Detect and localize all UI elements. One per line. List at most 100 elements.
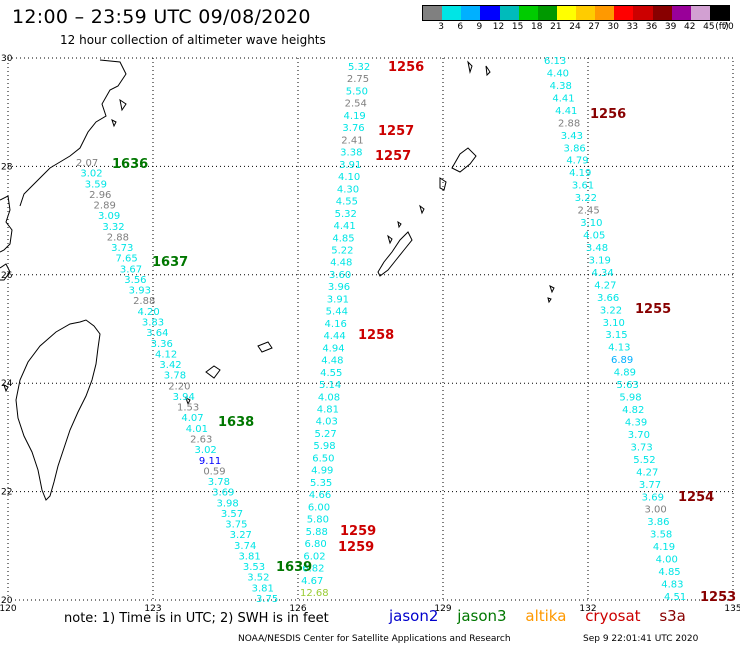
coastline-japan-islets bbox=[111, 98, 127, 128]
track-c-time-label: 1636 bbox=[112, 157, 148, 172]
track-c-value: 3.36 bbox=[151, 339, 173, 350]
colorbar-label: 30 bbox=[607, 22, 619, 32]
track-c-value: 3.57 bbox=[221, 509, 243, 520]
coastline-sakishima bbox=[185, 341, 273, 406]
colorbar-swatch bbox=[690, 6, 710, 20]
track-a-value: 4.41 bbox=[555, 106, 577, 117]
coastline-china-south bbox=[0, 263, 11, 281]
track-a-value: 4.38 bbox=[550, 81, 572, 92]
track-c-value: 4.01 bbox=[186, 424, 208, 435]
track-values: 6.134.404.384.414.412.883.433.864.794.19… bbox=[76, 56, 686, 605]
lat-label: 24 bbox=[1, 379, 13, 389]
track-c-value: 3.94 bbox=[173, 392, 195, 403]
coastline-china bbox=[0, 195, 13, 253]
track-b-time-label: 1257 bbox=[378, 124, 414, 139]
track-b-value: 5.50 bbox=[346, 86, 368, 97]
track-b-value: 5.88 bbox=[306, 527, 328, 538]
track-b-value: 2.75 bbox=[347, 74, 369, 85]
track-c-value: 9.11 bbox=[199, 456, 221, 467]
track-b-value: 5.98 bbox=[313, 441, 335, 452]
track-b-value: 12.68 bbox=[300, 588, 329, 599]
track-b-value: 4.41 bbox=[333, 221, 355, 232]
track-c-value: 3.81 bbox=[238, 551, 260, 562]
track-b-value: 4.55 bbox=[336, 197, 358, 208]
colorbar bbox=[422, 5, 730, 21]
track-a-value: 4.82 bbox=[622, 405, 644, 416]
colorbar-swatch bbox=[518, 6, 538, 20]
track-b-value: 5.35 bbox=[310, 478, 332, 489]
track-a-value: 3.10 bbox=[580, 218, 602, 229]
legend-cryosat: cryosat bbox=[585, 607, 641, 625]
track-a-value: 3.73 bbox=[631, 442, 653, 453]
lat-label: 28 bbox=[1, 162, 13, 172]
track-b-value: 5.44 bbox=[326, 307, 348, 318]
track-a-value: 3.86 bbox=[564, 143, 586, 154]
track-a-value: 3.70 bbox=[628, 430, 650, 441]
track-c-value: 2.96 bbox=[89, 190, 111, 201]
track-c-value: 3.78 bbox=[208, 477, 230, 488]
track-c-value: 2.07 bbox=[76, 158, 98, 169]
satellite-legend: jason2 jason3 altika cryosat s3a bbox=[389, 607, 700, 625]
track-b-value: 5.80 bbox=[307, 515, 329, 526]
track-a-value: 4.89 bbox=[614, 368, 636, 379]
track-b-value: 4.81 bbox=[317, 405, 339, 416]
track-a-value: 3.19 bbox=[589, 255, 611, 266]
coastline-penghu bbox=[3, 384, 9, 393]
track-c-value: 3.81 bbox=[252, 583, 274, 594]
track-b-value: 3.91 bbox=[339, 160, 361, 171]
track-a-value: 4.05 bbox=[583, 231, 605, 242]
track-c-time-label: 1637 bbox=[152, 255, 188, 270]
track-b-time-label: 1259 bbox=[338, 540, 374, 555]
track-b-value: 2.41 bbox=[341, 135, 363, 146]
legend-jason2: jason2 bbox=[389, 607, 439, 625]
colorbar-label: 45 bbox=[703, 22, 715, 32]
track-a-time-label: 1253 bbox=[700, 590, 736, 605]
coastline-tanega bbox=[439, 60, 491, 191]
colorbar-label: 18 bbox=[531, 22, 543, 32]
track-a-value: 4.51 bbox=[664, 592, 686, 603]
track-c-value: 4.20 bbox=[137, 307, 159, 318]
track-b-value: 4.48 bbox=[321, 356, 343, 367]
track-b-value: 4.67 bbox=[301, 576, 323, 587]
track-a-value: 3.15 bbox=[605, 330, 627, 341]
track-a-value: 3.86 bbox=[647, 517, 669, 528]
colorbar-label: 36 bbox=[645, 22, 658, 32]
colorbar-label: 21 bbox=[550, 22, 562, 32]
coastline-okinawa bbox=[377, 231, 413, 277]
colorbar-label: 39 bbox=[664, 22, 677, 32]
track-a-value: 3.00 bbox=[644, 505, 666, 516]
footer: NOAA/NESDIS Center for Satellite Applica… bbox=[238, 634, 698, 644]
track-a-value: 3.69 bbox=[642, 492, 664, 503]
track-b-value: 3.96 bbox=[328, 282, 350, 293]
track-c-time-label: 1638 bbox=[218, 415, 254, 430]
track-a-value: 4.79 bbox=[566, 156, 588, 167]
colorbar-label: 33 bbox=[626, 22, 639, 32]
track-c-value: 3.98 bbox=[216, 498, 238, 509]
track-a-value: 4.19 bbox=[653, 542, 675, 553]
track-a-value: 5.52 bbox=[633, 455, 655, 466]
track-c-value: 4.12 bbox=[155, 349, 177, 360]
lon-label: 135 bbox=[724, 604, 740, 614]
colorbar-label: 24 bbox=[569, 22, 581, 32]
colorbar-label: 6 bbox=[457, 22, 464, 32]
track-b-value: 4.48 bbox=[330, 258, 352, 269]
track-b-value: 4.16 bbox=[325, 319, 347, 330]
coastline-japan-west bbox=[19, 59, 127, 207]
colorbar-swatch bbox=[423, 6, 443, 20]
track-c-time-label: 1639 bbox=[276, 560, 312, 575]
track-c-value: 2.63 bbox=[190, 434, 212, 445]
track-c-value: 3.32 bbox=[102, 222, 124, 233]
track-a-value: 3.48 bbox=[586, 243, 608, 254]
colorbar-swatch bbox=[461, 6, 481, 20]
map-border bbox=[7, 57, 734, 601]
track-b-value: 4.44 bbox=[323, 331, 345, 342]
track-c-value: 3.27 bbox=[230, 530, 252, 541]
track-a-value: 4.27 bbox=[636, 467, 658, 478]
track-a-value: 2.88 bbox=[558, 118, 580, 129]
colorbar-label: 42 bbox=[684, 22, 696, 32]
track-c-value: 3.75 bbox=[225, 520, 247, 531]
colorbar-swatch bbox=[537, 6, 557, 20]
track-c-value: 3.93 bbox=[129, 286, 151, 297]
track-c-value: 3.64 bbox=[146, 328, 168, 339]
colorbar-label: 12 bbox=[492, 22, 505, 32]
